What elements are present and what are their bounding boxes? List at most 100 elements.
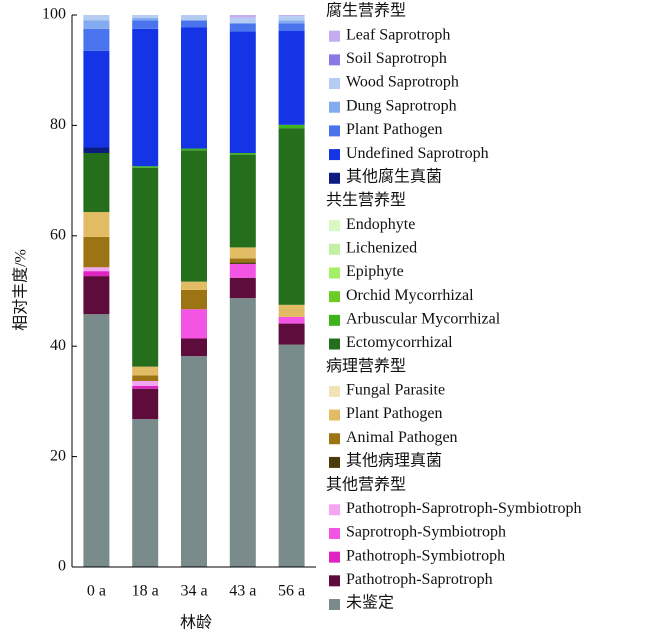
- bar-segment: [181, 20, 207, 28]
- bar-segment: [229, 17, 256, 24]
- x-tick-label: 0 a: [87, 583, 106, 600]
- legend-label: Animal Pathogen: [346, 429, 458, 446]
- bar-segment: [181, 356, 207, 567]
- bar-segment: [229, 153, 256, 155]
- legend-label: Dung Saprotroph: [346, 97, 457, 114]
- bar-segment: [181, 309, 207, 339]
- bar-segment: [278, 124, 305, 129]
- bar-segment: [83, 28, 110, 51]
- legend-label: 其他腐生真菌: [346, 167, 442, 185]
- bar-segment: [132, 385, 159, 389]
- bar-segment: [132, 167, 159, 367]
- legend-swatch: [329, 314, 340, 326]
- bar-segment: [181, 338, 207, 357]
- legend-swatch: [329, 385, 340, 397]
- bar-segment: [181, 27, 207, 149]
- legend-swatch: [329, 527, 340, 539]
- legend-swatch: [329, 172, 340, 184]
- bar-segment: [132, 17, 159, 21]
- legend-swatch: [329, 291, 340, 303]
- bar-segment: [83, 147, 110, 153]
- legend-label: Soil Saprotroph: [346, 50, 447, 67]
- legend-label: Undefined Saprotroph: [346, 145, 489, 162]
- bar-segment: [181, 150, 207, 282]
- legend-group-title: 病理营养型: [326, 357, 406, 375]
- legend-swatch: [329, 243, 340, 255]
- bar-segment: [83, 271, 110, 277]
- x-tick-label: 34 a: [180, 583, 207, 600]
- legend-swatch: [329, 551, 340, 563]
- bar-segment: [181, 281, 207, 290]
- bar-segment: [83, 236, 110, 268]
- bar-segment: [229, 258, 256, 263]
- bar-segment: [132, 366, 159, 376]
- bar-segment: [278, 344, 305, 567]
- bar-segment: [83, 276, 110, 315]
- legend-label: Endophyte: [346, 216, 415, 233]
- legend-label: Orchid Mycorrhizal: [346, 287, 474, 304]
- y-tick-label: 20: [50, 447, 66, 464]
- bar-segment: [132, 419, 159, 567]
- legend-label: Lichenized: [346, 239, 417, 256]
- bar-segment: [132, 15, 159, 18]
- bar-segment: [278, 128, 305, 305]
- bar-segment: [83, 50, 110, 148]
- legend-label: 其他病理真菌: [346, 452, 442, 470]
- legend-swatch: [329, 456, 340, 468]
- legend-group-title: 共生营养型: [326, 191, 406, 209]
- y-axis-label: 相对丰度/%: [12, 249, 30, 331]
- legend-swatch: [329, 504, 340, 516]
- legend-label: Pathotroph-Saprotroph: [346, 571, 493, 588]
- bar-segment: [278, 323, 305, 345]
- legend-swatch: [329, 101, 340, 113]
- legend-swatch: [329, 78, 340, 90]
- bar-segment: [229, 23, 256, 32]
- legend-label: Saprotroph-Symbiotroph: [346, 524, 506, 541]
- bar-segment: [83, 20, 110, 29]
- y-tick-label: 0: [58, 558, 66, 575]
- legend-label: Fungal Parasite: [346, 382, 445, 399]
- legend-swatch: [329, 575, 340, 587]
- bar-segment: [181, 15, 207, 21]
- bar-segment: [132, 380, 159, 386]
- legend-swatch: [329, 267, 340, 279]
- legend-swatch: [329, 149, 340, 161]
- legend-swatch: [329, 125, 340, 137]
- legend-label: Pathotroph-Saprotroph-Symbiotroph: [346, 500, 582, 517]
- legend-label: Pathotroph-Symbiotroph: [346, 547, 505, 564]
- bar-segment: [229, 263, 256, 278]
- x-tick-label: 18 a: [132, 583, 159, 600]
- bar-segment: [132, 388, 159, 420]
- bar-segment: [229, 247, 256, 259]
- bar-segment: [278, 23, 305, 32]
- bar-segment: [278, 304, 305, 317]
- legend-group-title: 腐生营养型: [326, 2, 406, 20]
- bar-segment: [229, 298, 256, 567]
- legend-label: Plant Pathogen: [346, 405, 442, 422]
- bar-segment: [229, 15, 256, 18]
- bar-segment: [83, 153, 110, 213]
- legend-swatch: [329, 338, 340, 350]
- legend-label: Leaf Saprotroph: [346, 26, 450, 43]
- bar-segment: [181, 289, 207, 310]
- legend-swatch: [329, 220, 340, 232]
- y-tick-label: 100: [42, 6, 66, 23]
- bar-segment: [83, 212, 110, 237]
- legend-group-title: 其他营养型: [326, 475, 406, 493]
- legend-label: 未鉴定: [346, 594, 394, 612]
- bar-segment: [278, 316, 305, 324]
- legend-label: Wood Saprotroph: [346, 74, 459, 91]
- bar-segment: [229, 262, 256, 264]
- bar-segment: [83, 314, 110, 567]
- bar-segment: [229, 154, 256, 248]
- legend-label: Ectomycorrhizal: [346, 334, 453, 351]
- bar-segment: [229, 277, 256, 299]
- bar-segment: [278, 15, 305, 17]
- x-tick-label: 43 a: [229, 583, 256, 600]
- y-tick-label: 40: [50, 337, 66, 354]
- legend-label: Epiphyte: [346, 263, 404, 280]
- y-tick-label: 80: [50, 116, 66, 133]
- bar-segment: [229, 31, 256, 154]
- bar-segment: [181, 148, 207, 151]
